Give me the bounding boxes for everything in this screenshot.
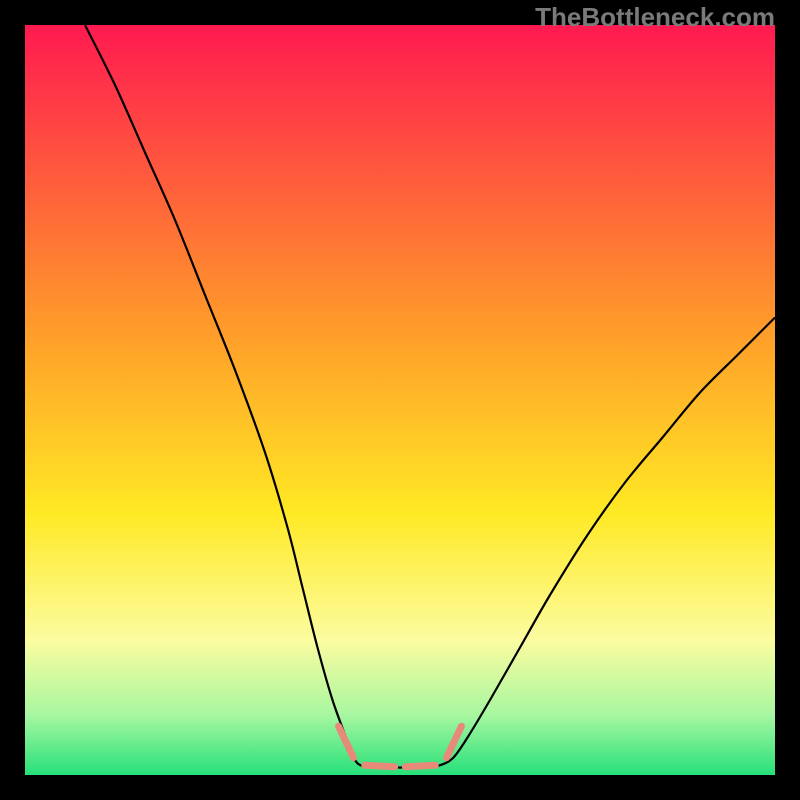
chain-overlay: [339, 726, 462, 767]
chain-segment: [339, 726, 354, 758]
chart-frame: TheBottleneck.com: [0, 0, 800, 800]
bottleneck-curve-svg: [25, 25, 775, 775]
chain-segment: [405, 765, 435, 767]
chain-segment: [447, 726, 462, 758]
watermark-text: TheBottleneck.com: [535, 2, 775, 33]
bottleneck-curve: [85, 25, 775, 768]
plot-area: [25, 25, 775, 775]
chain-segment: [365, 765, 395, 767]
